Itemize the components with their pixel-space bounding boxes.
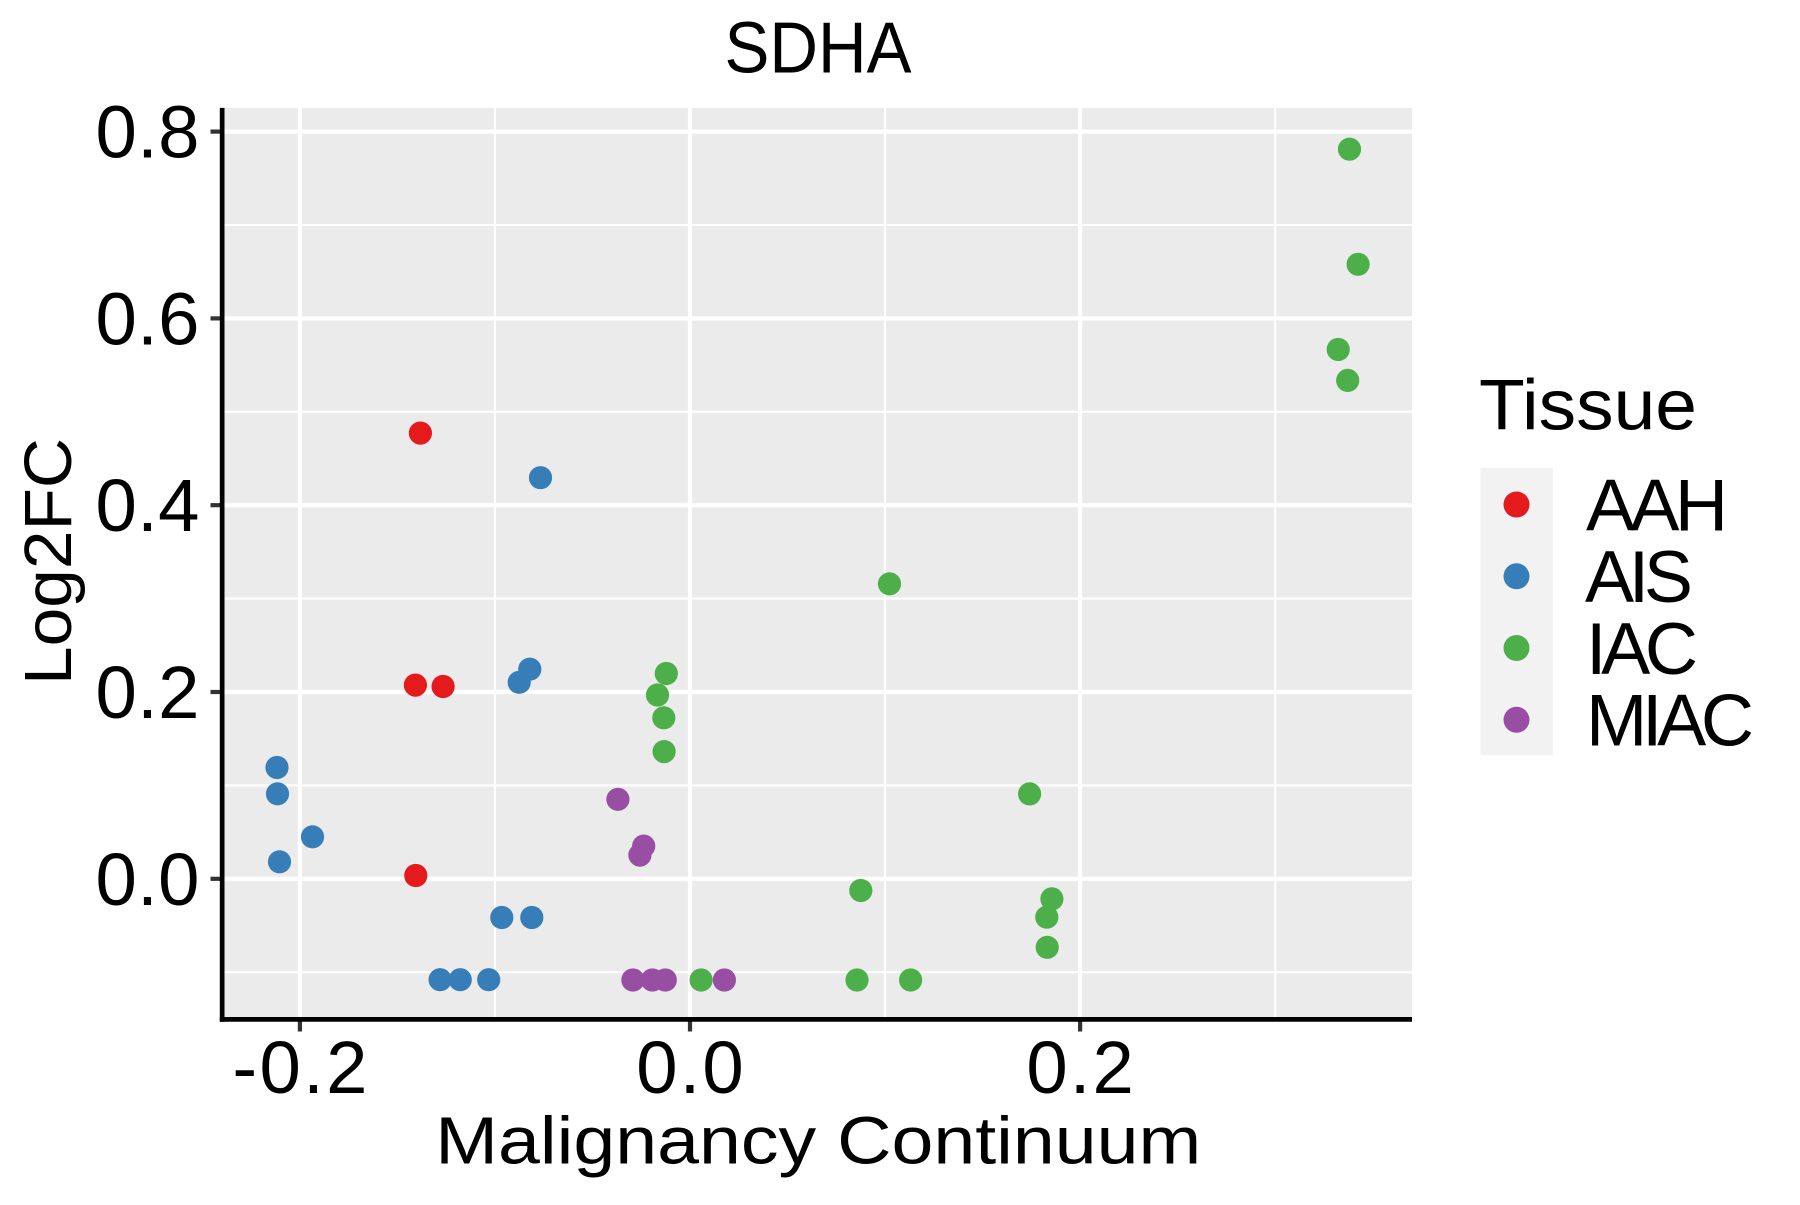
svg-text:0.2: 0.2 [1026, 1026, 1133, 1109]
svg-text:0.4: 0.4 [96, 464, 200, 547]
svg-text:IAC: IAC [1586, 607, 1698, 690]
svg-text:-0.2: -0.2 [232, 1026, 367, 1109]
svg-text:SDHA: SDHA [725, 9, 912, 89]
svg-text:AIS: AIS [1585, 535, 1693, 618]
svg-text:0.6: 0.6 [96, 277, 200, 360]
svg-text:Malignancy Continuum: Malignancy Continuum [435, 1103, 1201, 1178]
svg-text:0.0: 0.0 [636, 1026, 743, 1109]
svg-text:MIAC: MIAC [1586, 679, 1754, 762]
svg-text:0.2: 0.2 [96, 651, 200, 734]
svg-text:Tissue: Tissue [1479, 366, 1697, 446]
svg-text:0.0: 0.0 [96, 838, 200, 921]
svg-text:AAH: AAH [1586, 463, 1728, 546]
svg-text:Log2FC: Log2FC [11, 438, 86, 685]
svg-text:0.8: 0.8 [96, 91, 200, 174]
